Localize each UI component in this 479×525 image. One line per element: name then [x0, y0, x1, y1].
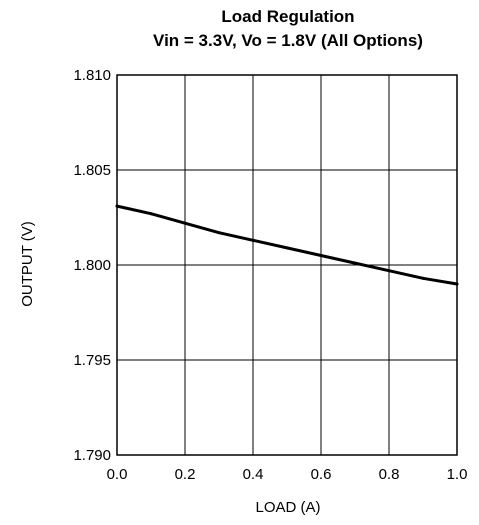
x-tick-label: 0.0: [107, 466, 128, 483]
chart-title: Load Regulation: [221, 7, 354, 26]
tick-labels: 0.0 0.2 0.4 0.6 0.8 1.0 1.810 1.805 1.800 1.795 1.…: [73, 67, 467, 483]
x-tick-label: 0.6: [311, 466, 332, 483]
chart-subtitle: Vin = 3.3V, Vo = 1.8V (All Options): [153, 31, 423, 50]
data-point: [353, 261, 357, 265]
data-point: [251, 238, 255, 242]
x-tick-label: 0.2: [175, 466, 196, 483]
y-axis-label: OUTPUT (V): [19, 221, 36, 307]
data-point: [387, 269, 391, 273]
data-point: [319, 254, 323, 257]
x-tick-label: 0.4: [243, 466, 264, 483]
data-point: [421, 276, 425, 280]
y-tick-label: 1.790: [73, 447, 111, 464]
data-point: [183, 221, 187, 225]
y-tick-label: 1.795: [73, 352, 111, 369]
data-point: [217, 231, 221, 235]
data-point: [285, 246, 289, 250]
x-tick-label: 1.0: [447, 466, 468, 483]
y-tick-label: 1.810: [73, 67, 111, 84]
grid: [117, 75, 457, 455]
y-tick-label: 1.805: [73, 162, 111, 179]
x-axis-label: LOAD (A): [255, 499, 320, 516]
plot-frame: [116, 74, 458, 456]
data-point: [149, 212, 153, 216]
x-tick-label: 0.8: [379, 466, 400, 483]
series-line: [115, 204, 459, 286]
series-layer: [115, 204, 459, 286]
y-tick-label: 1.800: [73, 257, 111, 274]
